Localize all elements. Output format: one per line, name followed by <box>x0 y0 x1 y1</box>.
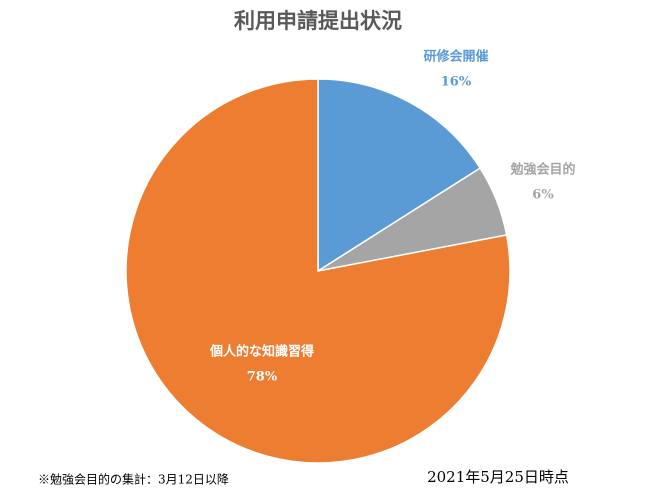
pie-slice <box>317 78 482 273</box>
value-label: 78% <box>247 370 278 385</box>
value-label: 6% <box>532 188 554 203</box>
pie-slice <box>125 78 511 464</box>
value-label: 16% <box>441 75 472 90</box>
slice-label: 個人的な知識習得 <box>209 344 314 360</box>
slice-label: 研修会開催 <box>423 49 488 65</box>
chart-title: 利用申請提出状況 <box>234 9 402 33</box>
annotation: 2021年5月25日時点 <box>427 468 569 486</box>
slice-label: 勉強会目的 <box>509 162 575 178</box>
annotation: ※勉強会目的の集計：3月12日以降 <box>38 472 229 487</box>
